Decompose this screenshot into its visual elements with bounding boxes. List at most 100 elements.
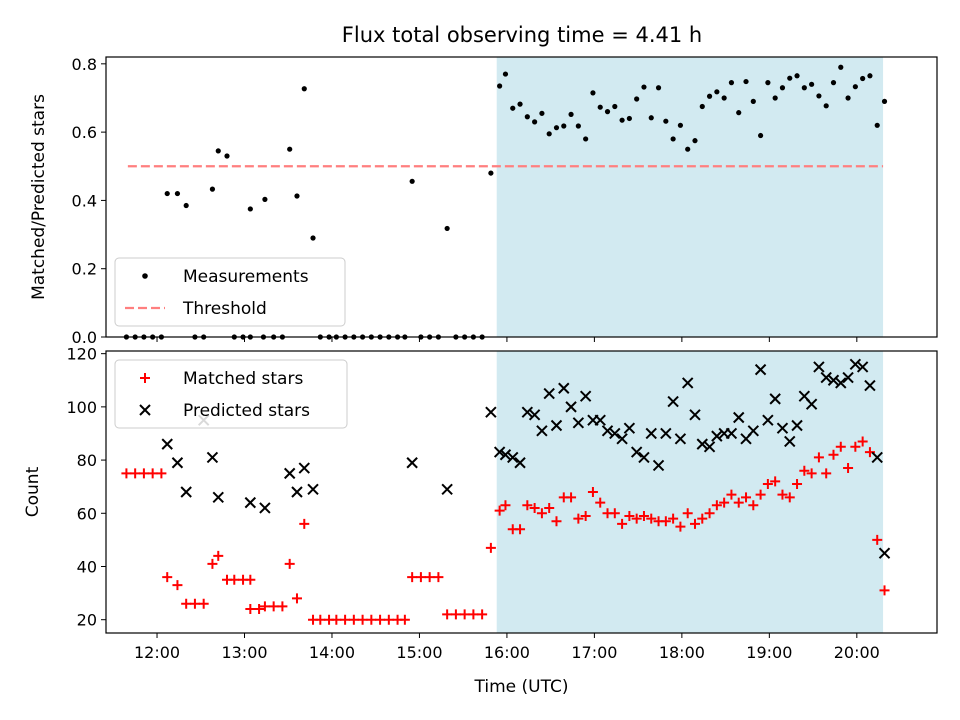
matched-stars-point — [872, 534, 883, 545]
measurement-point — [845, 95, 851, 101]
measurement-point — [553, 125, 560, 131]
matched-stars-point — [668, 513, 679, 524]
predicted-stars-point — [609, 427, 621, 440]
matched-stars-point — [375, 614, 386, 625]
legend-box — [114, 257, 346, 327]
matched-stars-point — [277, 601, 288, 612]
matched-stars-point — [544, 502, 555, 513]
matched-stars-point — [624, 510, 635, 521]
measurement-point — [510, 105, 516, 111]
x-tick-label: 15:00 — [396, 643, 442, 662]
measurement-point — [685, 146, 691, 152]
measurement-point — [310, 235, 316, 241]
predicted-stars-point — [784, 435, 796, 448]
predicted-stars-point — [536, 425, 548, 437]
measurement-point — [174, 190, 181, 197]
measurement-point — [247, 206, 253, 212]
measurement-point — [287, 146, 293, 152]
matched-stars-point — [762, 479, 773, 490]
predicted-stars-point — [161, 438, 173, 450]
measurement-point — [750, 98, 756, 104]
matched-stars-point — [189, 598, 200, 609]
matched-stars-point — [580, 510, 591, 521]
predicted-stars-point — [298, 462, 310, 474]
y-tick-label: 60 — [77, 504, 97, 523]
predicted-stars-point — [689, 409, 701, 421]
predicted-stars-point — [703, 441, 716, 453]
predicted-stars-point — [638, 451, 650, 464]
measurement-point — [524, 114, 530, 120]
count-panel: 12:00 13:00 14:00 15:00 16:00 17:00 18:00 19:00… — [23, 345, 938, 697]
x-tick-label: 18:00 — [659, 643, 705, 662]
predicted-stars-point — [507, 451, 519, 464]
matched-stars-point — [631, 513, 642, 524]
matched-stars-point — [551, 516, 562, 527]
measurement-point — [626, 115, 632, 122]
measurement-point — [794, 73, 800, 79]
matched-stars-point — [340, 614, 351, 625]
matched-stars-point — [477, 609, 488, 620]
matched-stars-point — [383, 614, 394, 625]
predicted-stars-point — [754, 363, 767, 376]
predicted-stars-point — [565, 401, 577, 413]
y-tick-label: 40 — [77, 557, 97, 576]
measurement-point — [546, 131, 552, 137]
matched-stars-point — [138, 468, 149, 479]
legend-plus-icon — [140, 373, 150, 383]
matched-stars-point — [162, 572, 173, 583]
predicted-stars-point — [849, 358, 862, 371]
matched-stars-point — [857, 436, 868, 447]
measurement-point — [262, 196, 268, 202]
predicted-stars-point — [827, 374, 840, 386]
matched-stars-point — [770, 476, 781, 487]
measurement-point — [714, 89, 720, 95]
matched-stars-point — [407, 572, 418, 583]
measurement-point — [619, 117, 625, 123]
predicted-stars-point — [493, 446, 506, 458]
predicted-stars-point — [711, 430, 723, 442]
y-tick-label: 0.2 — [72, 260, 97, 279]
matched-stars-point — [536, 508, 547, 519]
matched-stars-point — [515, 524, 526, 535]
measurement-point — [772, 95, 778, 101]
matched-stars-point — [172, 580, 183, 591]
measurement-point — [561, 123, 567, 129]
predicted-stars-point — [630, 446, 643, 458]
measurement-point — [612, 103, 618, 110]
predicted-stars-point — [652, 459, 665, 472]
predicted-stars-point — [856, 361, 869, 373]
legend-dot-icon — [142, 273, 148, 279]
matched-stars-point — [424, 572, 435, 583]
measurement-point — [721, 95, 727, 101]
predicted-stars-point — [579, 390, 592, 402]
matched-stars-point — [609, 508, 620, 519]
measurement-point — [539, 110, 545, 116]
y-axis-label: Matched/Predicted stars — [29, 94, 49, 300]
predicted-stars-point — [878, 547, 891, 559]
measurement-point — [164, 190, 170, 197]
predicted-stars-point — [762, 414, 774, 426]
predicted-stars-point — [572, 417, 585, 429]
measurement-point — [757, 132, 764, 139]
matched-stars-point — [229, 574, 240, 585]
measurement-point — [183, 202, 189, 209]
matched-stars-point — [433, 572, 444, 583]
x-tick-label: 13:00 — [221, 643, 267, 662]
matched-stars-point — [806, 468, 817, 479]
matched-stars-point — [617, 518, 628, 529]
predicted-stars-point — [842, 371, 854, 384]
matched-stars-point — [121, 468, 132, 479]
measurement-point — [575, 123, 581, 129]
measurement-point — [823, 103, 829, 109]
matched-stars-point — [254, 604, 265, 615]
measurement-point — [488, 170, 494, 176]
measurement-point — [816, 93, 822, 99]
matched-stars-point — [682, 508, 693, 519]
measurement-point — [634, 96, 640, 102]
matched-stars-point — [268, 601, 279, 612]
ratio-panel: 0.0 0.2 0.4 0.6 0.8 Matched/Predicted stars Me… — [29, 55, 938, 347]
predicted-stars-point — [733, 411, 745, 424]
matched-stars-point — [821, 468, 832, 479]
measurement-point — [215, 148, 221, 154]
predicted-stars-point — [776, 422, 789, 434]
